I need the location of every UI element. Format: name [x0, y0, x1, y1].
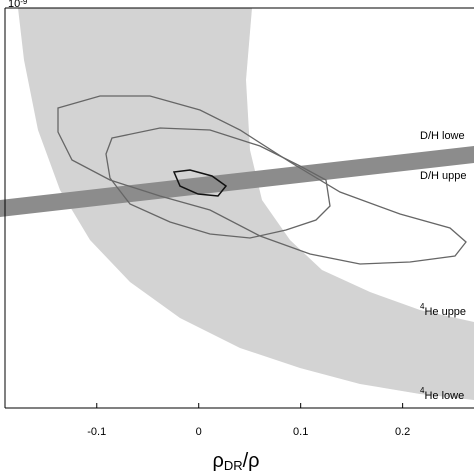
annotation: 4He uppe — [420, 302, 466, 318]
annotation-sup: 4 — [420, 302, 425, 311]
he-band — [18, 8, 474, 400]
annotation-text: D/H lowe — [420, 130, 465, 142]
middle-contour — [105, 127, 331, 239]
annotation-text: D/H uppe — [420, 170, 466, 182]
annotation: D/H uppe — [420, 170, 466, 182]
annotation-sup: 4 — [420, 386, 425, 395]
dh-band — [0, 146, 474, 217]
inner-contour — [172, 169, 228, 197]
outer-contour — [57, 95, 467, 265]
annotation-text: He uppe — [424, 306, 466, 318]
x-tick-label: 0 — [196, 426, 202, 438]
annotation-text: He lowe — [424, 390, 464, 402]
x-tick-label: 0.1 — [293, 426, 308, 438]
x-tick-label: 0.2 — [395, 426, 410, 438]
y-scale: 10-9 — [8, 0, 28, 10]
x-axis-label: ρDR/ρ — [212, 450, 259, 473]
x-tick-label: -0.1 — [87, 426, 106, 438]
annotation: D/H lowe — [420, 130, 465, 142]
annotation: 4He lowe — [420, 386, 464, 402]
